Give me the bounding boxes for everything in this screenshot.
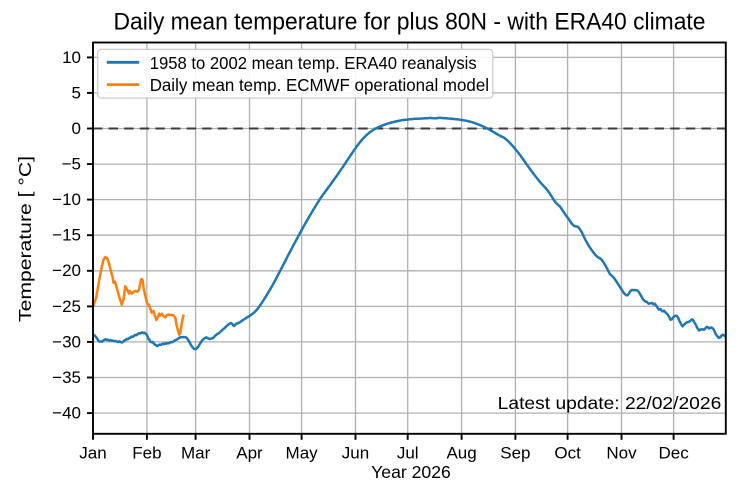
svg-text:−5: −5: [62, 155, 81, 174]
svg-text:Temperature [ °C]: Temperature [ °C]: [15, 156, 35, 322]
svg-text:Oct: Oct: [554, 444, 581, 463]
svg-text:Daily mean temperature for plu: Daily mean temperature for plus 80N - wi…: [114, 9, 706, 36]
svg-text:5: 5: [72, 83, 81, 102]
svg-text:Jan: Jan: [79, 444, 106, 463]
svg-text:1958 to 2002 mean temp. ERA40: 1958 to 2002 mean temp. ERA40 reanalysis: [150, 53, 477, 73]
svg-text:Jul: Jul: [397, 444, 419, 463]
svg-text:Feb: Feb: [132, 444, 161, 463]
svg-text:May: May: [286, 444, 319, 463]
svg-text:−20: −20: [52, 261, 81, 280]
svg-text:Daily mean temp. ECMWF operati: Daily mean temp. ECMWF operational model: [150, 75, 489, 95]
svg-text:Year 2026: Year 2026: [371, 462, 451, 482]
svg-text:−35: −35: [52, 368, 81, 387]
svg-text:Dec: Dec: [658, 444, 689, 463]
svg-text:−15: −15: [52, 226, 81, 245]
svg-text:−40: −40: [52, 404, 81, 423]
svg-text:Sep: Sep: [500, 444, 530, 463]
svg-text:−10: −10: [52, 190, 81, 209]
svg-text:Latest update: 22/02/2026: Latest update: 22/02/2026: [498, 393, 722, 413]
svg-text:10: 10: [62, 48, 81, 67]
svg-text:Aug: Aug: [446, 444, 476, 463]
svg-text:Apr: Apr: [236, 444, 263, 463]
svg-text:Jun: Jun: [342, 444, 369, 463]
svg-text:0: 0: [72, 119, 81, 138]
svg-text:−30: −30: [52, 332, 81, 351]
svg-text:−25: −25: [52, 297, 81, 316]
svg-text:Nov: Nov: [606, 444, 637, 463]
svg-text:Mar: Mar: [181, 444, 211, 463]
